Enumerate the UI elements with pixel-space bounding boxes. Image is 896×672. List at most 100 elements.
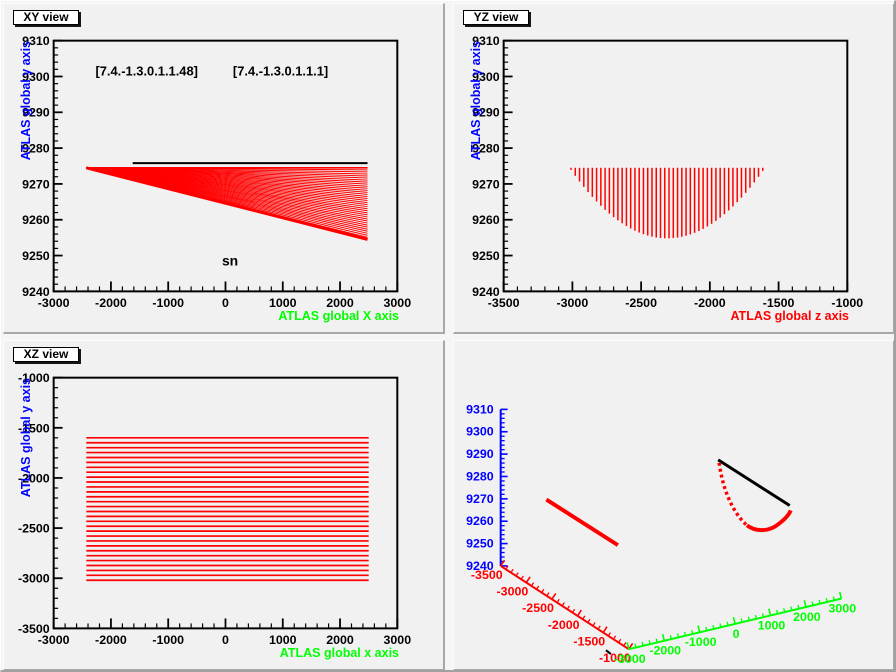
pad-3d-view[interactable]: 9240 9250 9260 9270 9280 9290 9300 9310 -3500 -30… [453, 340, 894, 670]
x-tick-label: -3000 [38, 296, 70, 310]
x-tick-label: -2500 [625, 296, 657, 310]
x-tick-label: -3500 [488, 296, 520, 310]
x-tick-label: 1000 [269, 296, 297, 310]
axis3d-x: -3000-2000 -1000 0 1000 2000 3000 [614, 591, 857, 666]
xy-chamber-edge [717, 458, 791, 507]
plot-frame [52, 376, 399, 630]
x-tick-label: 0 [222, 633, 229, 647]
x-tick-label: 0 [222, 296, 229, 310]
y-tick-label: 9260 [22, 213, 50, 227]
y-tick-label: 9260 [472, 213, 500, 227]
y-tick-label: 9290 [22, 106, 50, 120]
series-mdt-tube-rows [86, 436, 369, 582]
3d-plot-area[interactable]: 9240 9250 9260 9270 9280 9290 9300 9310 -3500 -30… [454, 341, 893, 669]
yz-plot-area[interactable]: -3500 -3000 -2500 -2000 -1500 -10009240925092… [454, 4, 893, 332]
x-axis: -3500 -3000 -2500 -2000 -1500 -1000 [488, 281, 863, 310]
y-tick-label: -2500 [18, 522, 50, 536]
pad-xy-view[interactable]: -3000 -2000 -1000 0 1000 2000 3000 9240 9250 9260… [3, 3, 445, 334]
axis3d-y-tick-label: 9250 [466, 537, 494, 551]
x-tick-label: -2000 [95, 296, 127, 310]
y-tick-label: 9240 [472, 285, 500, 299]
y-tick-label: 9300 [472, 70, 500, 84]
x-tick-label: 3000 [384, 633, 412, 647]
axis3d-y-tick-label: 9270 [466, 492, 494, 506]
axis3d-z: -3500 -3000 -2500 -2000 -1500 -1000 [471, 559, 634, 665]
pad-title-xy[interactable]: XY view [13, 10, 79, 25]
axis3d-z-tick-label: -3500 [471, 568, 503, 582]
axis3d-z-tick-label: -3000 [497, 584, 529, 598]
x-tick-label: 1000 [269, 633, 297, 647]
y-tick-label: 9310 [22, 34, 50, 48]
xy-y-axis-title: ATLAS global y axis [19, 41, 33, 161]
xy-plot-area[interactable]: -3000 -2000 -1000 0 1000 2000 3000 9240 9250 9260… [4, 4, 443, 332]
yz-x-axis-title: ATLAS global z axis [730, 309, 849, 323]
x-tick-label: -2000 [95, 633, 127, 647]
pad-title-yz[interactable]: YZ view [463, 10, 529, 25]
axis3d-z-tick-label: -1000 [599, 651, 631, 665]
series-mdt-tube-strokes [570, 167, 764, 239]
sn-label: sn [222, 252, 238, 268]
x-tick-label: -2000 [694, 296, 726, 310]
x-tick-label: 2000 [326, 296, 354, 310]
xy-x-axis-title: ATLAS global X axis [278, 309, 399, 323]
xy-chamber-tube-arc-lower [745, 509, 793, 533]
xz-y-axis-title: ATLAS global y axis [19, 378, 33, 498]
axis3d-y-tick-label: 9310 [466, 402, 494, 416]
axis3d-x-tick-label: -1000 [685, 635, 717, 649]
x-tick-label: 2000 [326, 633, 354, 647]
x-tick-label: -1000 [152, 296, 184, 310]
y-tick-label: -2000 [18, 471, 50, 485]
axis3d-x-tick-label: 3000 [829, 602, 857, 616]
y-axis: 9240 9250 9260 9270 9280 9290 9300 9310 [22, 34, 63, 299]
y-tick-label: 9240 [22, 285, 50, 299]
axis3d-z-tick-label: -2500 [522, 601, 554, 615]
x-tick-label: -1500 [763, 296, 795, 310]
pad-title-xz[interactable]: XZ view [13, 347, 79, 362]
y-tick-label: 9250 [472, 249, 500, 263]
y-tick-label: 9300 [22, 70, 50, 84]
y-axis: 9240 9250 9260 9270 9280 9290 9300 9310 [472, 34, 513, 299]
x-axis: -3000 -2000 -1000 0 1000 2000 3000 [38, 618, 411, 647]
xz-chamber-projection [545, 497, 619, 547]
y-tick-label: 9280 [22, 142, 50, 156]
tube-id-label-1: [7.4.-1.3.0.1.1.48] [95, 64, 197, 79]
pad-yz-view[interactable]: -3500 -3000 -2500 -2000 -1500 -1000 9240 9250 92… [453, 3, 894, 334]
x-tick-label: -1000 [831, 296, 863, 310]
axis3d-x-tick-label: 0 [733, 627, 740, 641]
y-tick-label: -3000 [18, 572, 50, 586]
y-tick-label: -1500 [18, 421, 50, 435]
plot-frame [502, 39, 849, 293]
axis3d-z-tick-label: -1500 [573, 634, 605, 648]
x-tick-label: -3000 [557, 296, 589, 310]
xz-x-axis-title: ATLAS global x axis [279, 646, 399, 660]
y-axis: -3500 -3000 -2500 -2000 -1500 -1000 [18, 371, 63, 636]
xz-plot-area[interactable]: -3000 -2000 -1000 0 1000 2000 3000-3500-3000-2… [4, 341, 443, 669]
axis-origin-marker [605, 649, 612, 655]
tube-id-label-2: [7.4.-1.3.0.1.1.1] [233, 64, 328, 79]
series-mdt-tube-fan [85, 166, 368, 241]
axis3d-y-tick-label: 9300 [466, 425, 494, 439]
axis3d-y-tick-label: 9240 [466, 559, 494, 573]
axis3d-x-tick-label: 2000 [793, 610, 821, 624]
axis3d-y-tick-label: 9260 [466, 514, 494, 528]
axis3d-x-tick-label: -3000 [614, 652, 646, 666]
axis3d-z-tick-label: -2000 [548, 618, 580, 632]
y-tick-label: 9270 [22, 177, 50, 191]
x-axis: -3000 -2000 -1000 0 1000 2000 3000 [38, 281, 411, 310]
x-tick-label: -1000 [152, 633, 184, 647]
y-tick-label: 9310 [472, 34, 500, 48]
y-tick-label: 9290 [472, 106, 500, 120]
xy-chamber-tube-arc-upper [717, 462, 749, 527]
y-tick-label: -3500 [18, 622, 50, 636]
axis3d-y-tick-label: 9280 [466, 469, 494, 483]
y-tick-label: 9270 [472, 177, 500, 191]
axis3d-x-tick-label: -2000 [649, 644, 681, 658]
axis3d-x-tick-label: 1000 [758, 618, 786, 632]
x-tick-label: -3000 [38, 633, 70, 647]
pad-xz-view[interactable]: -3000 -2000 -1000 0 1000 2000 3000 -3500 -3000 -2… [3, 340, 445, 670]
axis3d-y: 9240 9250 9260 9270 9280 9290 9300 9310 [466, 402, 508, 573]
y-tick-label: 9280 [472, 142, 500, 156]
y-tick-label: -1000 [18, 371, 50, 385]
x-tick-label: 3000 [384, 296, 412, 310]
